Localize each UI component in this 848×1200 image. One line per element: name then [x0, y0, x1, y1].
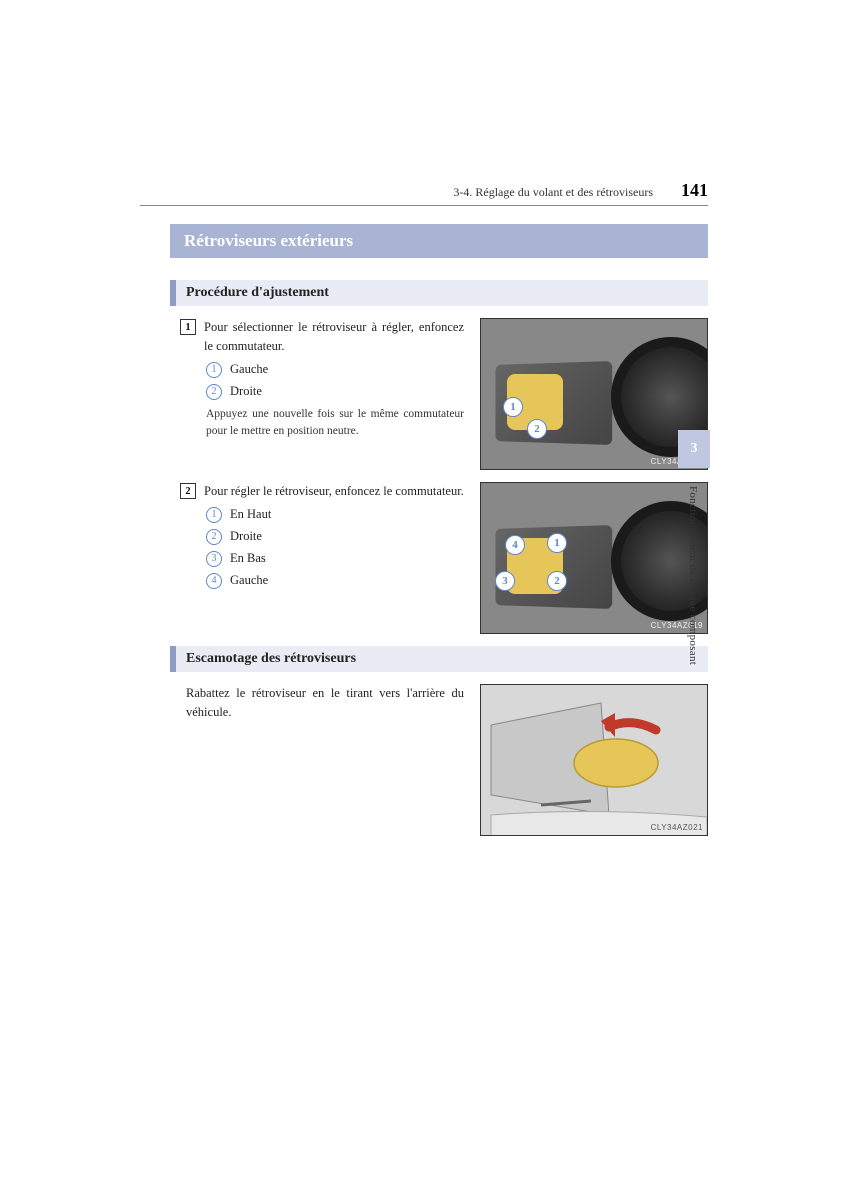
- option-label: En Bas: [230, 551, 266, 566]
- option-line: 1 Gauche: [206, 362, 464, 378]
- step-line: 1 Pour sélectionner le rétroviseur à rég…: [180, 318, 464, 356]
- option-number-circle: 3: [206, 551, 222, 567]
- option-line: 3 En Bas: [206, 551, 464, 567]
- manual-page: 3-4. Réglage du volant et des rétroviseu…: [140, 180, 708, 848]
- section-heading: Procédure d'ajustement: [170, 280, 708, 306]
- breadcrumb: 3-4. Réglage du volant et des rétroviseu…: [453, 185, 653, 200]
- chapter-label-vertical: Fonctionnement de chaque composant: [687, 486, 699, 665]
- section-heading-label: Procédure d'ajustement: [176, 280, 708, 306]
- step-instruction: Pour sélectionner le rétroviseur à régle…: [204, 318, 464, 356]
- header-rule: [140, 205, 708, 206]
- step-text-column: 1 Pour sélectionner le rétroviseur à rég…: [180, 318, 464, 470]
- step-note: Appuyez une nouvelle fois sur le même co…: [206, 406, 464, 441]
- chapter-side-tab: 3 Fonctionnement de chaque composant: [678, 430, 710, 710]
- section-heading-label: Escamotage des rétroviseurs: [176, 646, 708, 672]
- body-row: Rabattez le rétroviseur en le tirant ver…: [180, 684, 708, 836]
- page-title: Rétroviseurs extérieurs: [170, 224, 708, 258]
- figure-callout: 1: [547, 533, 567, 553]
- option-line: 1 En Haut: [206, 507, 464, 523]
- figure-callout: 1: [503, 397, 523, 417]
- step-row: 1 Pour sélectionner le rétroviseur à rég…: [180, 318, 708, 470]
- step-instruction: Pour régler le rétroviseur, enfoncez le …: [204, 482, 464, 501]
- option-line: 2 Droite: [206, 384, 464, 400]
- step-text-column: 2 Pour régler le rétroviseur, enfoncez l…: [180, 482, 464, 634]
- chapter-number-tab: 3: [678, 430, 710, 468]
- figure-code: CLY34AZ021: [651, 823, 703, 832]
- option-label: Droite: [230, 384, 262, 399]
- option-number-circle: 1: [206, 362, 222, 378]
- figure-callout: 2: [527, 419, 547, 439]
- step-number-box: 1: [180, 319, 196, 335]
- figure-callout: 2: [547, 571, 567, 591]
- option-number-circle: 4: [206, 573, 222, 589]
- option-number-circle: 2: [206, 384, 222, 400]
- option-label: Gauche: [230, 362, 268, 377]
- option-line: 4 Gauche: [206, 573, 464, 589]
- figure-callout: 3: [495, 571, 515, 591]
- option-label: En Haut: [230, 507, 271, 522]
- page-number: 141: [681, 180, 708, 201]
- step-line: 2 Pour régler le rétroviseur, enfoncez l…: [180, 482, 464, 501]
- figure-mirror-fold: CLY34AZ021: [480, 684, 708, 836]
- body-text: Rabattez le rétroviseur en le tirant ver…: [186, 684, 464, 722]
- mirror-fold-illustration: [481, 685, 708, 836]
- body-text-column: Rabattez le rétroviseur en le tirant ver…: [180, 684, 464, 836]
- option-label: Droite: [230, 529, 262, 544]
- figure-callout: 4: [505, 535, 525, 555]
- option-number-circle: 1: [206, 507, 222, 523]
- step-number-box: 2: [180, 483, 196, 499]
- option-label: Gauche: [230, 573, 268, 588]
- section-heading: Escamotage des rétroviseurs: [170, 646, 708, 672]
- figure-mirror-adjust: 1 2 3 4 CLY34AZ019: [480, 482, 708, 634]
- option-line: 2 Droite: [206, 529, 464, 545]
- page-header: 3-4. Réglage du volant et des rétroviseu…: [140, 180, 708, 201]
- option-number-circle: 2: [206, 529, 222, 545]
- step-row: 2 Pour régler le rétroviseur, enfoncez l…: [180, 482, 708, 634]
- figure-mirror-select: 1 2 CLY34AZ017: [480, 318, 708, 470]
